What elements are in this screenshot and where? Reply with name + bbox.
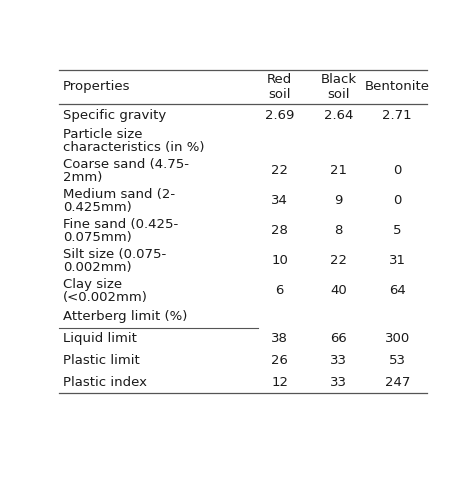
Text: 6: 6 [275, 284, 284, 298]
Text: 300: 300 [384, 332, 410, 345]
Text: 2mm): 2mm) [63, 171, 102, 184]
Text: 12: 12 [271, 375, 288, 389]
Text: 0.002mm): 0.002mm) [63, 261, 132, 274]
Text: 5: 5 [393, 225, 401, 238]
Text: 2.71: 2.71 [383, 109, 412, 122]
Text: Atterberg limit (%): Atterberg limit (%) [63, 310, 187, 323]
Text: 66: 66 [330, 332, 347, 345]
Text: Coarse sand (4.75-: Coarse sand (4.75- [63, 158, 189, 171]
Text: 0.425mm): 0.425mm) [63, 201, 132, 214]
Text: 26: 26 [271, 354, 288, 367]
Text: 34: 34 [271, 194, 288, 207]
Text: Medium sand (2-: Medium sand (2- [63, 188, 175, 201]
Text: 0.075mm): 0.075mm) [63, 231, 132, 244]
Text: 0: 0 [393, 165, 401, 177]
Text: 22: 22 [330, 254, 347, 267]
Text: 33: 33 [330, 354, 347, 367]
Text: Fine sand (0.425-: Fine sand (0.425- [63, 218, 178, 231]
Text: Plastic index: Plastic index [63, 375, 147, 389]
Text: Particle size: Particle size [63, 128, 142, 141]
Text: soil: soil [268, 88, 291, 101]
Text: Liquid limit: Liquid limit [63, 332, 137, 345]
Text: 33: 33 [330, 375, 347, 389]
Text: 40: 40 [330, 284, 347, 298]
Text: 53: 53 [389, 354, 406, 367]
Text: 8: 8 [334, 225, 343, 238]
Text: Specific gravity: Specific gravity [63, 109, 166, 122]
Text: Plastic limit: Plastic limit [63, 354, 140, 367]
Text: soil: soil [327, 88, 350, 101]
Text: Red: Red [267, 73, 292, 86]
Text: 0: 0 [393, 194, 401, 207]
Text: 28: 28 [271, 225, 288, 238]
Text: (<0.002mm): (<0.002mm) [63, 291, 148, 304]
Text: Clay size: Clay size [63, 278, 122, 291]
Text: Bentonite: Bentonite [365, 80, 430, 94]
Text: Silt size (0.075-: Silt size (0.075- [63, 248, 166, 261]
Text: 2.64: 2.64 [324, 109, 353, 122]
Text: 38: 38 [271, 332, 288, 345]
Text: 10: 10 [271, 254, 288, 267]
Text: characteristics (in %): characteristics (in %) [63, 141, 204, 154]
Text: 9: 9 [334, 194, 343, 207]
Text: 247: 247 [384, 375, 410, 389]
Text: 2.69: 2.69 [265, 109, 294, 122]
Text: 64: 64 [389, 284, 406, 298]
Text: 21: 21 [330, 165, 347, 177]
Text: 22: 22 [271, 165, 288, 177]
Text: Black: Black [320, 73, 356, 86]
Text: Properties: Properties [63, 80, 130, 94]
Text: 31: 31 [389, 254, 406, 267]
